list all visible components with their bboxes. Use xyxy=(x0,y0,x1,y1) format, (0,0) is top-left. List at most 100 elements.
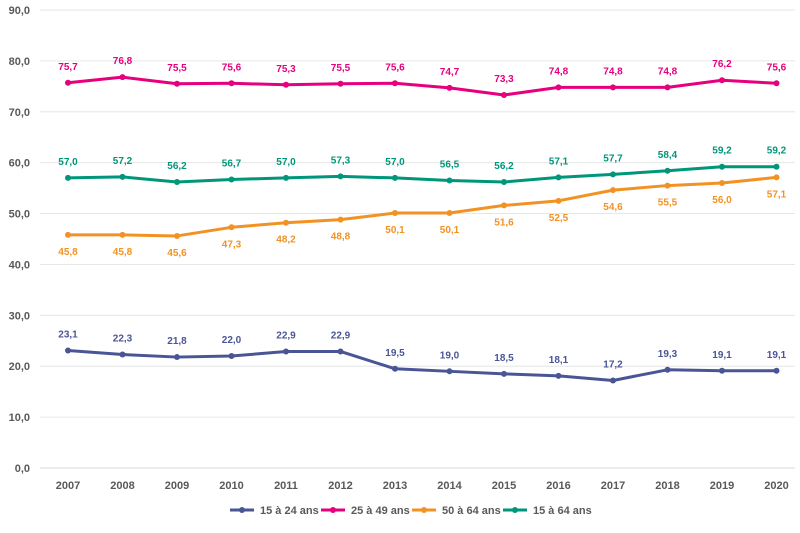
data-label: 76,8 xyxy=(113,56,133,67)
data-point xyxy=(392,80,398,87)
data-label: 75,5 xyxy=(167,63,187,74)
data-point xyxy=(446,177,453,184)
legend: 15 à 24 ans 25 à 49 ans 50 à 64 ans 15 à 64… xyxy=(230,505,592,517)
data-point xyxy=(610,377,616,384)
data-label: 18,5 xyxy=(494,353,514,364)
data-point xyxy=(337,348,344,355)
data-point xyxy=(119,231,126,238)
y-tick-label: 50,0 xyxy=(9,209,30,221)
x-tick-label: 2020 xyxy=(764,480,788,492)
data-label: 47,3 xyxy=(222,239,242,250)
data-point xyxy=(228,353,235,360)
data-point xyxy=(773,174,780,181)
legend-label: 50 à 64 ans xyxy=(442,505,501,517)
data-label: 19,3 xyxy=(658,349,678,360)
x-tick-label: 2015 xyxy=(492,480,516,492)
series-line xyxy=(67,75,777,97)
data-point xyxy=(283,81,289,88)
x-tick-label: 2009 xyxy=(165,480,189,492)
data-point xyxy=(228,176,235,183)
x-tick-label: 2019 xyxy=(710,480,734,492)
y-tick-label: 30,0 xyxy=(9,310,30,322)
data-point xyxy=(228,224,235,231)
data-label: 58,4 xyxy=(658,150,678,161)
data-point xyxy=(174,80,180,87)
legend-marker xyxy=(239,507,245,513)
data-point xyxy=(773,163,780,170)
legend-label: 25 à 49 ans xyxy=(351,505,410,517)
legend-marker xyxy=(330,507,336,513)
y-tick-label: 80,0 xyxy=(9,56,30,68)
data-point xyxy=(392,174,398,181)
y-tick-label: 40,0 xyxy=(9,259,30,271)
y-tick-label: 0,0 xyxy=(15,463,30,475)
data-point xyxy=(174,354,180,361)
data-label: 17,2 xyxy=(603,359,623,370)
data-label: 74,8 xyxy=(549,66,569,77)
data-label: 19,5 xyxy=(385,348,405,359)
data-label: 23,1 xyxy=(58,329,78,340)
data-label: 56,5 xyxy=(440,159,460,170)
data-label: 19,0 xyxy=(440,350,460,361)
data-label: 48,2 xyxy=(276,235,296,246)
data-label: 22,3 xyxy=(113,334,133,345)
data-label: 56,2 xyxy=(167,161,187,172)
data-label: 48,8 xyxy=(331,232,351,243)
data-label: 22,9 xyxy=(331,330,351,341)
data-label: 19,1 xyxy=(712,350,732,361)
legend-label: 15 à 64 ans xyxy=(533,505,592,517)
data-point xyxy=(119,351,126,358)
data-label: 45,8 xyxy=(113,247,133,258)
data-point xyxy=(664,182,671,189)
data-point xyxy=(773,80,780,87)
data-point xyxy=(719,180,725,187)
data-label: 59,2 xyxy=(712,146,732,157)
data-point xyxy=(501,179,507,186)
x-tick-label: 2008 xyxy=(110,480,134,492)
x-tick-label: 2013 xyxy=(383,480,407,492)
x-axis: 2007 2008 2009 2010 2011 2012 2013 2014 2015 2016… xyxy=(40,467,795,492)
data-label: 56,7 xyxy=(222,158,242,169)
data-point xyxy=(664,167,671,174)
data-point xyxy=(65,79,71,86)
data-label: 51,6 xyxy=(494,217,514,228)
x-tick-label: 2017 xyxy=(601,480,625,492)
data-point xyxy=(392,365,398,372)
x-tick-label: 2018 xyxy=(655,480,679,492)
series-line xyxy=(68,175,777,238)
data-point xyxy=(610,187,616,194)
data-point xyxy=(283,219,289,226)
data-label: 75,6 xyxy=(767,62,787,73)
data-label: 50,1 xyxy=(385,225,405,236)
data-label: 55,5 xyxy=(658,198,678,209)
data-point xyxy=(392,210,398,217)
data-label: 22,9 xyxy=(276,330,296,341)
y-tick-label: 10,0 xyxy=(9,412,30,424)
data-point xyxy=(119,173,126,180)
y-tick-label: 70,0 xyxy=(9,107,30,119)
data-label: 57,7 xyxy=(603,153,623,164)
data-label: 56,0 xyxy=(712,195,732,206)
data-label: 18,1 xyxy=(549,355,569,366)
data-point xyxy=(719,163,725,170)
data-label: 52,5 xyxy=(549,213,569,224)
data-point xyxy=(283,174,289,181)
data-label: 57,3 xyxy=(331,155,351,166)
y-tick-label: 20,0 xyxy=(9,361,30,373)
data-point xyxy=(446,210,453,217)
data-point xyxy=(501,370,507,377)
data-point xyxy=(664,366,671,373)
x-tick-label: 2010 xyxy=(219,480,243,492)
data-label: 57,0 xyxy=(58,157,78,168)
series-line xyxy=(67,165,777,184)
data-point xyxy=(283,348,289,355)
data-point xyxy=(555,197,562,204)
data-label: 56,2 xyxy=(494,161,514,172)
data-point xyxy=(501,202,507,209)
data-point xyxy=(555,372,562,379)
x-tick-label: 2012 xyxy=(328,480,352,492)
x-tick-label: 2016 xyxy=(546,480,570,492)
data-label: 74,7 xyxy=(440,67,460,78)
data-point xyxy=(65,231,71,238)
